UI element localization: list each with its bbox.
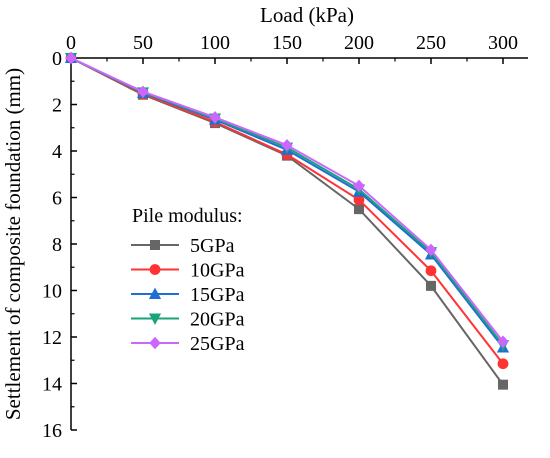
series-line xyxy=(70,57,504,349)
legend-label: 15GPa xyxy=(190,284,245,306)
data-point xyxy=(137,85,149,98)
y-tick-label: 0 xyxy=(52,48,62,70)
y-axis-ticks: 0 2 4 6 8 10 12 14 16 xyxy=(42,48,77,442)
series-line xyxy=(70,57,504,343)
legend-marker xyxy=(149,239,160,250)
data-point xyxy=(497,379,508,390)
data-point xyxy=(425,265,437,277)
legend-label: 20GPa xyxy=(190,309,245,331)
data-point xyxy=(425,280,436,291)
x-axis-title: Load (kPa) xyxy=(260,3,354,27)
y-tick-label: 12 xyxy=(42,327,62,349)
series-20GPa xyxy=(64,53,510,352)
legend-label: 25GPa xyxy=(190,333,245,355)
y-tick-label: 4 xyxy=(52,141,62,163)
series-layer xyxy=(64,51,510,390)
x-tick-label: 0 xyxy=(66,32,76,54)
y-tick-label: 16 xyxy=(42,420,62,442)
data-point xyxy=(209,111,221,124)
x-tick-label: 200 xyxy=(344,32,374,54)
y-tick-label: 14 xyxy=(42,374,62,396)
y-tick-label: 10 xyxy=(42,281,62,303)
data-point xyxy=(425,243,437,257)
data-point xyxy=(497,358,509,370)
series-25GPa xyxy=(65,51,509,348)
x-tick-label: 150 xyxy=(272,32,302,54)
legend-label: 5GPa xyxy=(190,235,235,257)
legend-item: 10GPa xyxy=(131,260,245,282)
legend-marker xyxy=(148,287,162,300)
y-tick-label: 8 xyxy=(52,234,62,256)
x-tick-label: 50 xyxy=(133,32,153,54)
legend-item: 5GPa xyxy=(131,235,235,257)
data-point xyxy=(497,335,509,348)
legend-label: 10GPa xyxy=(190,260,245,282)
legend-marker xyxy=(149,264,161,275)
x-axis-ticks: 0 50 100 150 200 250 300 xyxy=(66,32,518,64)
data-point xyxy=(353,179,365,193)
data-point xyxy=(281,138,293,152)
series-15GPa xyxy=(64,51,510,353)
series-line xyxy=(70,57,504,346)
legend-item: 15GPa xyxy=(131,284,245,306)
legend-title: Pile modulus: xyxy=(132,205,243,227)
x-tick-label: 300 xyxy=(488,32,518,54)
data-point xyxy=(65,51,77,65)
legend-item: 25GPa xyxy=(131,333,245,355)
x-tick-label: 100 xyxy=(200,32,230,54)
x-tick-label: 250 xyxy=(416,32,446,54)
legend-marker xyxy=(148,313,162,325)
y-tick-label: 2 xyxy=(52,95,62,117)
data-point xyxy=(353,204,364,215)
y-axis-title: Settlement of composite foundation (mm) xyxy=(1,68,25,420)
legend-item: 20GPa xyxy=(131,309,245,331)
y-tick-label: 6 xyxy=(52,188,62,210)
legend-marker xyxy=(149,336,161,350)
